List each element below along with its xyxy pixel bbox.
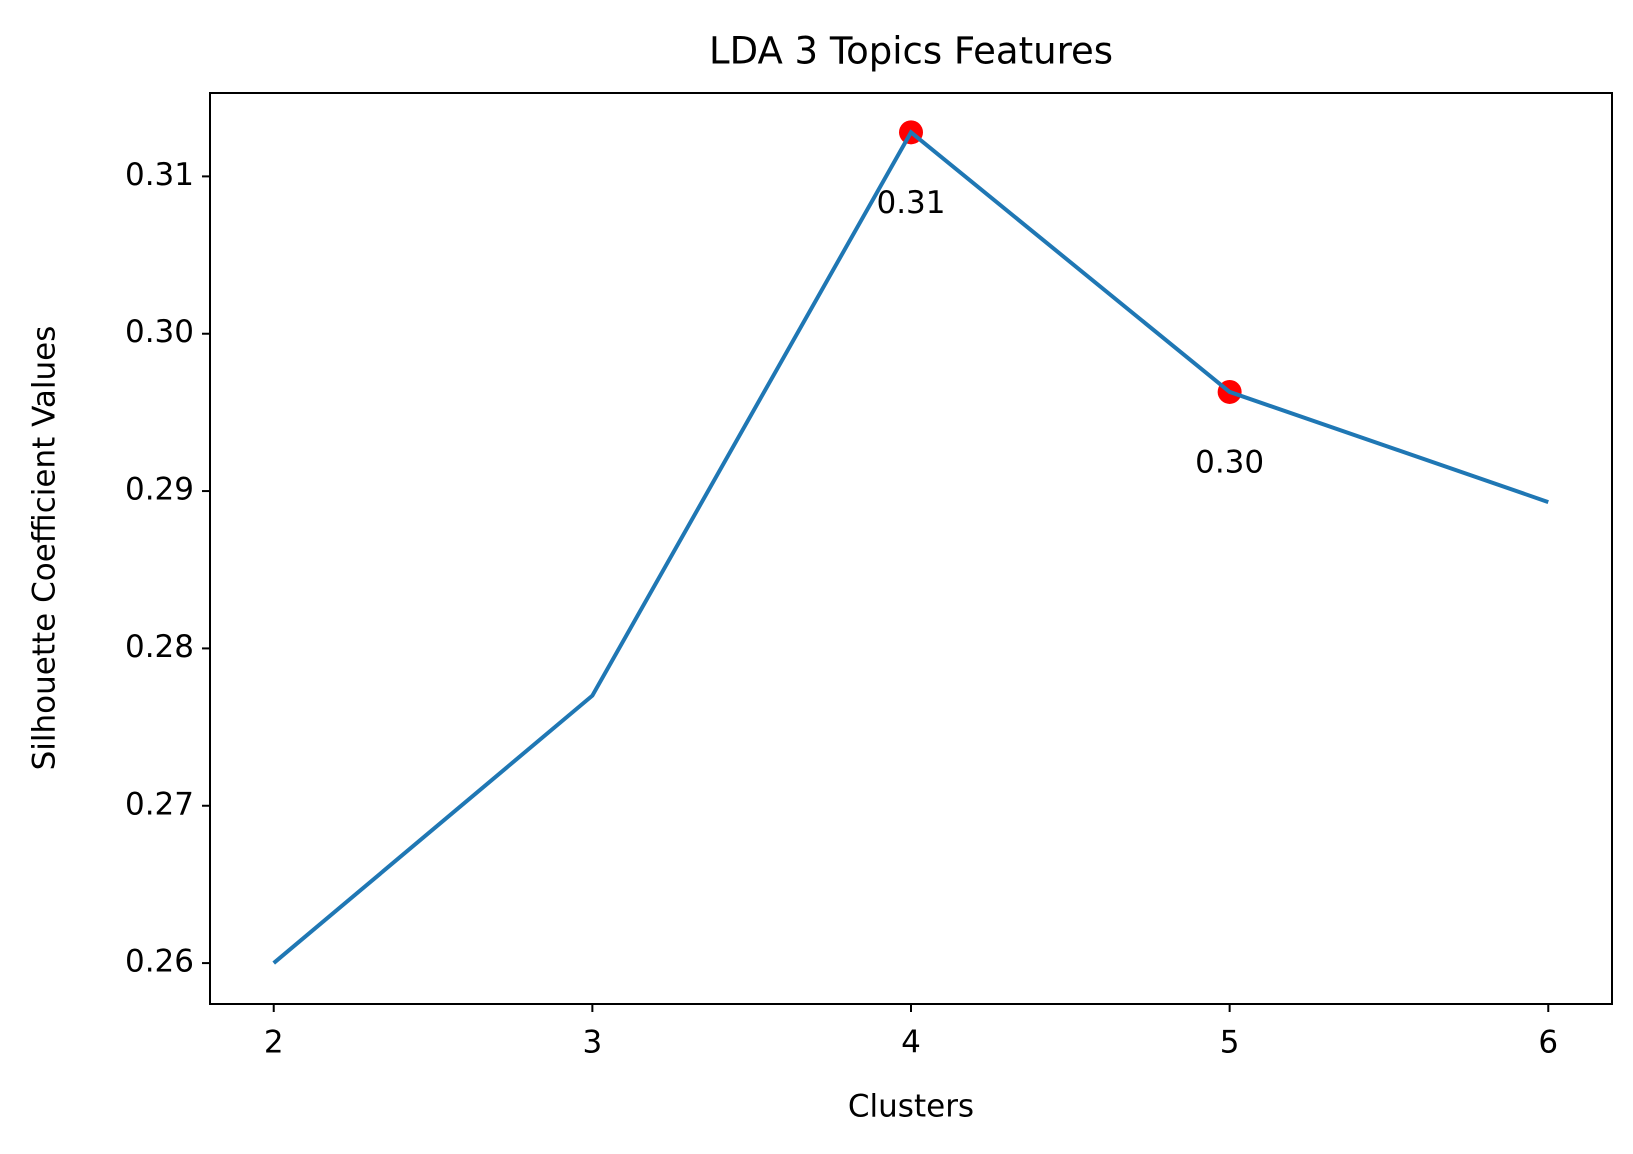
x-axis-label: Clusters: [848, 1089, 974, 1125]
line: [272, 129, 1549, 965]
y-tick-label: 0.28: [125, 629, 194, 665]
x-tick-label: 4: [901, 1025, 921, 1061]
y-tick-label: 0.29: [125, 472, 194, 508]
y-tick-label: 0.26: [125, 944, 194, 980]
x-tick-label: 6: [1538, 1025, 1558, 1061]
x-tick-label: 3: [582, 1025, 602, 1061]
y-tick-label: 0.31: [125, 157, 194, 193]
x-tick-label: 5: [1220, 1025, 1240, 1061]
plot-frame: [209, 92, 1613, 1005]
data-label: 0.31: [876, 185, 945, 221]
y-tick-label: 0.27: [125, 786, 194, 822]
x-tick-label: 2: [264, 1025, 284, 1061]
chart-title: LDA 3 Topics Features: [709, 30, 1113, 73]
y-axis-label: Silhouette Coefficient Values: [27, 326, 63, 771]
data-label: 0.30: [1195, 444, 1264, 480]
y-tick-label: 0.30: [125, 314, 194, 350]
